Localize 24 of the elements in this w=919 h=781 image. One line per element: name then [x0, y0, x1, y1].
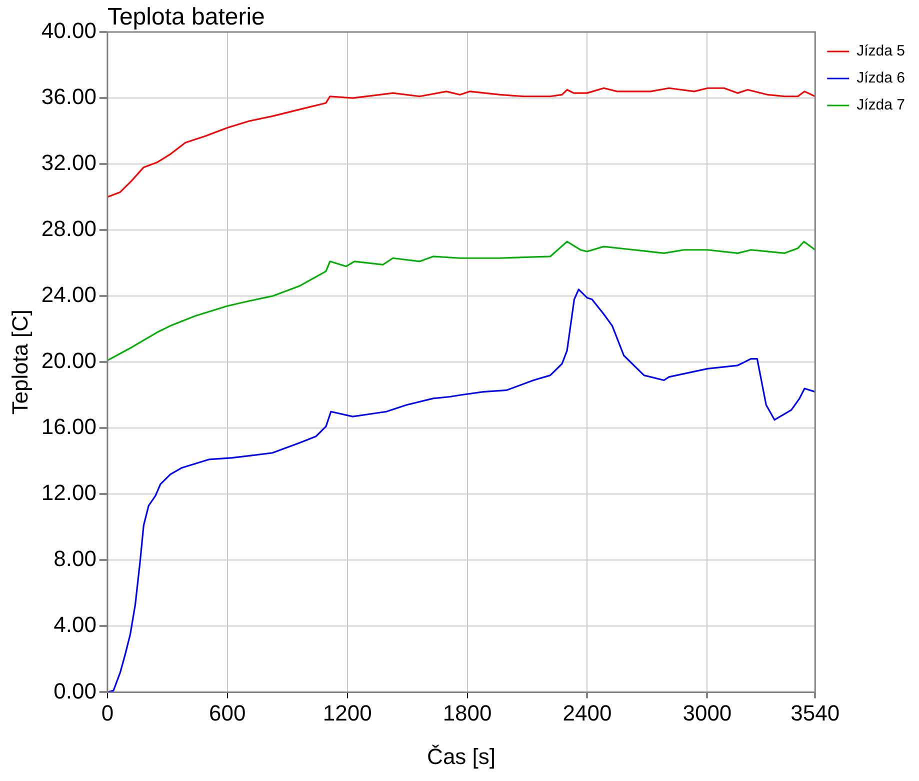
- y-tick-label: 36.00: [41, 84, 96, 110]
- x-tick-label: 1200: [322, 700, 372, 726]
- y-axis-title: Teplota [C]: [7, 310, 32, 415]
- legend-label: Jízda 7: [856, 96, 906, 114]
- y-tick-label: 12.00: [41, 480, 96, 506]
- y-tick-label: 16.00: [41, 414, 96, 440]
- x-tick-label: 2400: [562, 700, 612, 726]
- legend-label: Jízda 5: [856, 42, 906, 60]
- y-tick-label: 0.00: [54, 678, 96, 704]
- x-tick-label: 1800: [442, 700, 492, 726]
- x-tick-label: 600: [209, 700, 246, 726]
- y-tick-label: 4.00: [54, 612, 96, 638]
- y-tick-label: 32.00: [41, 150, 96, 176]
- x-tick-label: 3000: [682, 700, 732, 726]
- y-tick-label: 20.00: [41, 348, 96, 374]
- x-axis-title: Čas [s]: [427, 744, 496, 769]
- y-tick-label: 24.00: [41, 282, 96, 308]
- y-tick-label: 40.00: [41, 18, 96, 44]
- y-tick-label: 8.00: [54, 546, 96, 572]
- x-tick-label: 3540: [790, 700, 840, 726]
- chart-title: Teplota baterie: [107, 4, 265, 31]
- legend-label: Jízda 6: [856, 70, 906, 87]
- y-tick-label: 28.00: [41, 216, 96, 242]
- x-tick-label: 0: [101, 700, 114, 726]
